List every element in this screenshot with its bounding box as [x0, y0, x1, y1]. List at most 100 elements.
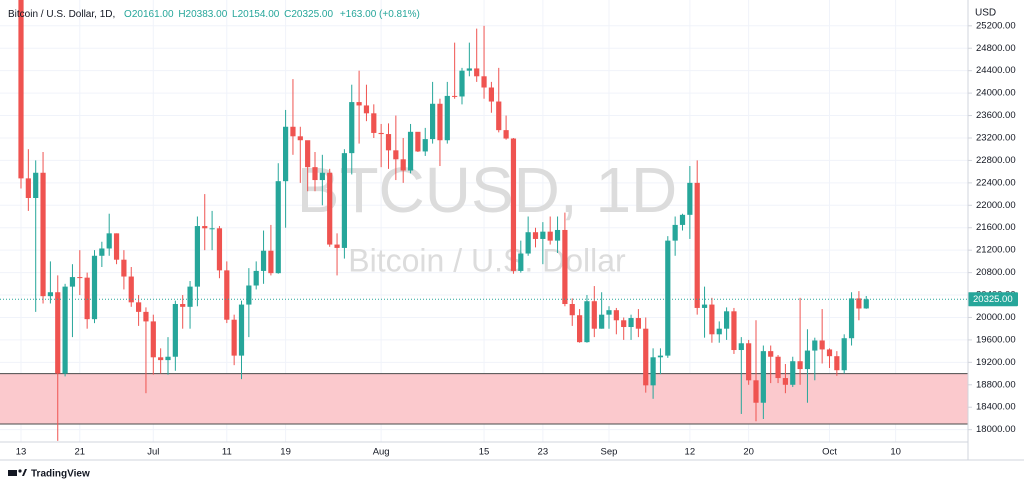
x-tick-label: Aug: [373, 447, 390, 458]
x-tick-label: Jul: [147, 447, 159, 458]
candle-body: [621, 320, 627, 328]
candle-body: [77, 277, 83, 279]
symbol: Bitcoin / U.S. Dollar, 1D,: [8, 9, 115, 20]
candle-body: [694, 182, 700, 308]
candle-body: [841, 338, 847, 371]
x-tick-label: 12: [685, 447, 696, 458]
y-tick-label: 22800.00: [976, 155, 1016, 166]
x-tick-label: 23: [538, 447, 549, 458]
x-tick-label: 19: [280, 447, 291, 458]
close-label: C20325.00: [284, 9, 333, 20]
candle-body: [18, 0, 24, 179]
candle-body: [297, 136, 303, 141]
candle-body: [834, 356, 840, 371]
candle-body: [385, 134, 392, 151]
candle-body: [848, 298, 855, 339]
candle-body: [591, 301, 597, 329]
candle-body: [584, 301, 590, 343]
candle-body: [532, 232, 539, 239]
candle-body: [474, 68, 480, 77]
candle-body: [283, 126, 289, 182]
header: Bitcoin / U.S. Dollar, 1D, O20161.00 H20…: [8, 9, 420, 20]
candle-body: [643, 328, 649, 386]
candles: [18, 0, 869, 441]
candle-body: [510, 138, 517, 271]
y-tick-label: 22000.00: [976, 200, 1016, 211]
candle-body: [797, 361, 803, 370]
brand: TradingView: [31, 469, 90, 480]
candle-body: [452, 95, 458, 97]
y-tick-label: 18800.00: [976, 379, 1016, 390]
watermark-subtitle: Bitcoin / U.S. Dollar: [348, 242, 626, 278]
candle-body: [62, 286, 68, 374]
candle-body: [33, 172, 39, 199]
candle-body: [724, 311, 730, 329]
candle-body: [554, 229, 561, 241]
candle-body: [650, 357, 656, 386]
x-tick-label: 11: [222, 447, 232, 458]
candle-body: [488, 87, 494, 102]
candle-body: [312, 167, 318, 181]
y-tick-label: 21600.00: [976, 222, 1016, 233]
y-tick-label: 21200.00: [976, 245, 1016, 256]
candle-body: [224, 270, 230, 320]
candle-body: [253, 270, 259, 286]
brand-logo: TradingView: [8, 469, 90, 480]
candle-body: [121, 259, 127, 277]
logo-slash: [22, 469, 27, 476]
candle-body: [143, 311, 149, 322]
logo-mark: [8, 470, 17, 476]
y-tick-label: 18000.00: [976, 424, 1016, 435]
candle-body: [657, 355, 664, 358]
candle-body: [437, 103, 443, 141]
axes: 18000.00 18400.00 18800.00 19200.00 19600.00…: [0, 20, 1018, 458]
candle-body: [547, 231, 553, 241]
candle-body: [569, 304, 575, 316]
candle-body: [363, 105, 370, 114]
candle-body: [738, 343, 744, 351]
candle-body: [231, 319, 237, 356]
candle-body: [782, 378, 788, 385]
candle-body: [356, 102, 362, 106]
candle-body: [106, 233, 112, 249]
candle-body: [672, 224, 678, 241]
candle-body: [40, 172, 46, 297]
y-tick-label: 24400.00: [976, 65, 1016, 76]
candle-body: [775, 356, 781, 379]
candle-body: [613, 310, 619, 321]
candle-body: [194, 226, 200, 287]
last-price-label: 20325.00: [973, 294, 1013, 305]
last-price-box: [968, 292, 1018, 307]
candle-body: [69, 277, 76, 287]
low-label: L20154.00: [232, 9, 280, 20]
candle-body: [407, 131, 414, 171]
y-axis-label: USD: [975, 8, 996, 19]
candle-body: [444, 95, 450, 141]
candle-body: [503, 130, 509, 139]
candle-body: [665, 240, 671, 356]
candle-body: [349, 102, 355, 154]
candle-body: [606, 310, 612, 315]
x-tick-label: Sep: [601, 447, 618, 458]
candle-body: [790, 361, 796, 385]
candle-body: [430, 103, 436, 140]
y-tick-label: 22400.00: [976, 177, 1016, 188]
candle-body: [760, 351, 766, 403]
x-tick-label: 21: [75, 447, 86, 458]
x-tick-label: 15: [479, 447, 490, 458]
y-tick-label: 23600.00: [976, 110, 1016, 121]
y-tick-label: 24800.00: [976, 43, 1016, 54]
candle-body: [341, 153, 347, 248]
candle-body: [819, 340, 825, 350]
candle-body: [371, 113, 377, 133]
candle-body: [599, 314, 605, 329]
watermark-title: BTCUSD, 1D: [297, 154, 678, 226]
candle-body: [716, 328, 722, 335]
highlight-zone: [0, 373, 968, 425]
candle-body: [459, 70, 465, 97]
candle-body: [378, 132, 384, 135]
candle-body: [628, 318, 634, 328]
candle-body: [113, 233, 120, 260]
y-tick-label: 19200.00: [976, 357, 1016, 368]
